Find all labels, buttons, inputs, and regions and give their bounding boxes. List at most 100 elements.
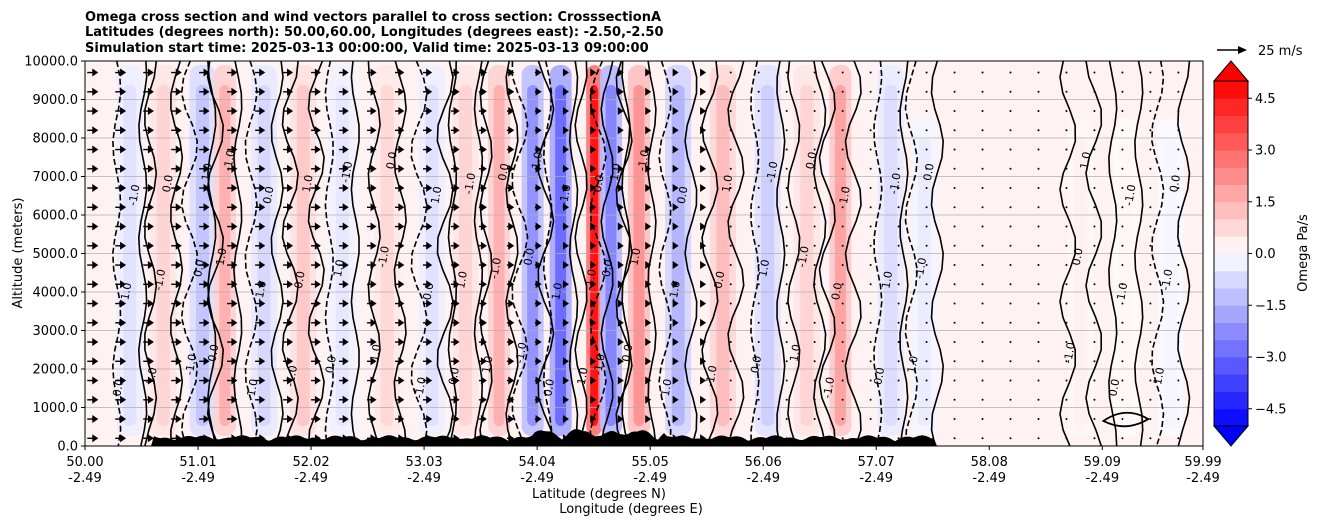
contour-line <box>568 61 579 446</box>
wind-vector <box>981 283 984 286</box>
wind-vector-head <box>617 241 624 250</box>
wind-vector <box>1121 206 1124 209</box>
wind-vector-head <box>535 87 542 96</box>
contour-line <box>873 61 883 446</box>
wind-vector-head <box>342 376 349 385</box>
wind-vector <box>1177 225 1180 228</box>
wind-vector <box>1009 129 1012 132</box>
wind-vector-head <box>147 434 154 443</box>
wind-vector-head <box>259 222 266 231</box>
wind-vector-head <box>287 376 294 385</box>
wind-vector-head <box>426 376 433 385</box>
contour-label: -1.0 <box>152 268 169 291</box>
x-axis: 50.00-2.4951.01-2.4952.02-2.4953.03-2.49… <box>66 446 1222 486</box>
x-tick-label-lon: -2.49 <box>520 471 554 486</box>
wind-vector <box>1177 206 1180 209</box>
wind-vector <box>925 302 928 305</box>
wind-vector-head <box>672 203 679 212</box>
wind-vector-head <box>617 415 624 424</box>
wind-vector <box>1149 167 1152 170</box>
colorbar-label: Omega Pa/s <box>1296 214 1311 292</box>
wind-vector <box>1177 129 1180 132</box>
wind-vector-head <box>645 357 652 366</box>
wind-vector-head <box>562 280 569 289</box>
wind-vector-head <box>203 126 210 135</box>
wind-vector-head <box>259 318 266 327</box>
wind-vector <box>1065 360 1068 363</box>
wind-vector <box>869 360 872 363</box>
wind-vector-head <box>342 299 349 308</box>
contour-line <box>600 61 614 446</box>
wind-vector-head <box>175 222 182 231</box>
wind-vector <box>869 379 872 382</box>
wind-vector-head <box>645 184 652 193</box>
wind-vector <box>1121 398 1124 401</box>
wind-vector-head <box>535 338 542 347</box>
wind-vector <box>785 398 788 401</box>
wind-vector <box>1121 110 1124 113</box>
wind-vector <box>1149 321 1152 324</box>
wind-vector <box>757 360 760 363</box>
wind-vector-head <box>480 318 487 327</box>
wind-vector <box>1149 206 1152 209</box>
wind-vector-head <box>92 107 99 116</box>
y-tick-label: 10000.0 <box>24 55 78 70</box>
wind-vector <box>813 187 816 190</box>
omega-band-core <box>1074 138 1088 426</box>
wind-vector-head <box>590 222 597 231</box>
wind-vector-head <box>672 164 679 173</box>
wind-vector <box>1121 148 1124 151</box>
wind-vector-head <box>370 203 377 212</box>
wind-vector-head <box>535 357 542 366</box>
wind-vector-head <box>314 87 321 96</box>
contour-line <box>844 61 862 446</box>
wind-vector-head <box>175 415 182 424</box>
wind-vector-head <box>175 145 182 154</box>
wind-vector <box>897 437 900 440</box>
wind-vector-head <box>175 338 182 347</box>
wind-vector-head <box>480 68 487 77</box>
wind-vector-head <box>287 222 294 231</box>
wind-vector <box>1093 437 1096 440</box>
wind-vector-head <box>370 415 377 424</box>
wind-vector-head <box>453 318 460 327</box>
wind-vector-head <box>398 338 405 347</box>
wind-vector-head <box>259 164 266 173</box>
contour-label: -1.0 <box>462 172 479 195</box>
wind-vector <box>813 71 816 74</box>
wind-vector <box>953 283 956 286</box>
wind-vector-head <box>426 164 433 173</box>
wind-vector <box>813 341 816 344</box>
wind-vector-head <box>426 184 433 193</box>
wind-vector <box>813 90 816 93</box>
omega-band-core <box>156 85 170 426</box>
wind-vector <box>953 187 956 190</box>
wind-vector-head <box>398 126 405 135</box>
wind-vector <box>1009 418 1012 421</box>
wind-vector-head <box>562 357 569 366</box>
wind-vector-head <box>314 395 321 404</box>
wind-vector-head <box>92 68 99 77</box>
wind-vector <box>981 90 984 93</box>
wind-vector <box>841 283 844 286</box>
wind-vector <box>841 187 844 190</box>
wind-vector <box>953 244 956 247</box>
wind-vector-head <box>203 415 210 424</box>
wind-vector <box>785 244 788 247</box>
wind-vector-head <box>645 222 652 231</box>
wind-vector <box>925 206 928 209</box>
wind-vector <box>981 341 984 344</box>
wind-vector-head <box>259 107 266 116</box>
wind-vector-head <box>259 184 266 193</box>
wind-vector <box>1177 244 1180 247</box>
contour-label: 0.0 <box>541 378 557 397</box>
wind-vector-head <box>175 164 182 173</box>
wind-vector-head <box>314 222 321 231</box>
contour-label: 0.0 <box>384 151 400 170</box>
wind-vector-head <box>508 357 515 366</box>
wind-vector-head <box>453 280 460 289</box>
wind-vector <box>1149 418 1152 421</box>
wind-vector-head <box>672 299 679 308</box>
wind-vector <box>869 206 872 209</box>
colorbar-swatch <box>1214 391 1248 410</box>
